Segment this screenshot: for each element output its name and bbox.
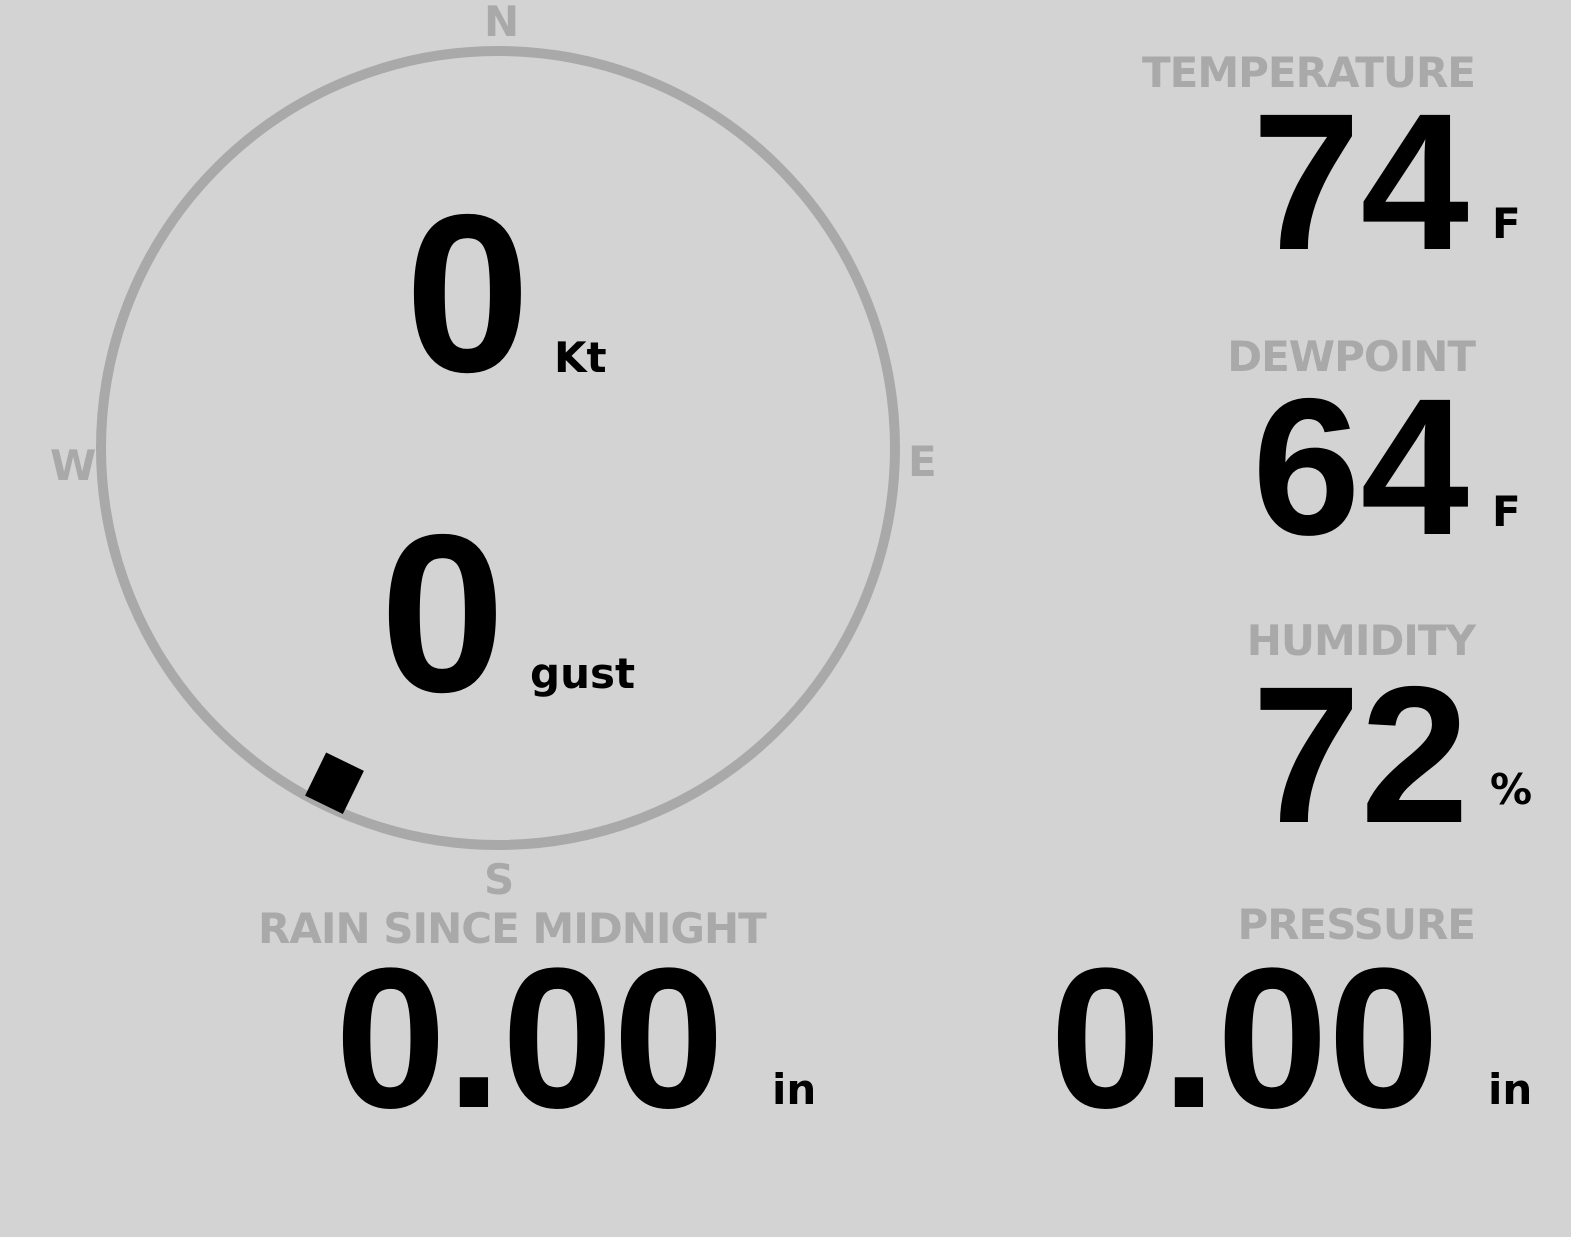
humidity-unit: %: [1490, 765, 1533, 814]
humidity-label: HUMIDITY: [1246, 616, 1476, 665]
pressure-value: 0.00: [1050, 927, 1440, 1150]
wind-speed-value: 0: [405, 167, 531, 419]
compass-north: N: [484, 0, 520, 46]
compass-east: E: [908, 437, 937, 486]
wind-gust-value: 0: [380, 487, 506, 739]
dewpoint-value: 64: [1252, 358, 1469, 576]
wind-speed-unit: Kt: [554, 333, 607, 382]
humidity-value: 72: [1252, 646, 1469, 864]
wind-gust-unit: gust: [530, 649, 636, 698]
compass-west: W: [50, 441, 97, 490]
rain-unit: in: [772, 1065, 817, 1114]
rain-value: 0.00: [335, 927, 725, 1150]
dewpoint-unit: F: [1492, 487, 1521, 536]
compass-ring: [96, 46, 900, 850]
wind-direction-marker: [305, 752, 364, 815]
temperature-unit: F: [1492, 199, 1521, 248]
temperature-value: 74: [1252, 73, 1469, 291]
compass-south: S: [484, 855, 515, 904]
dewpoint-label: DEWPOINT: [1227, 332, 1476, 381]
pressure-unit: in: [1488, 1065, 1533, 1114]
rain-label: RAIN SINCE MIDNIGHT: [258, 904, 767, 953]
temperature-label: TEMPERATURE: [1142, 48, 1476, 97]
pressure-label: PRESSURE: [1237, 900, 1476, 949]
